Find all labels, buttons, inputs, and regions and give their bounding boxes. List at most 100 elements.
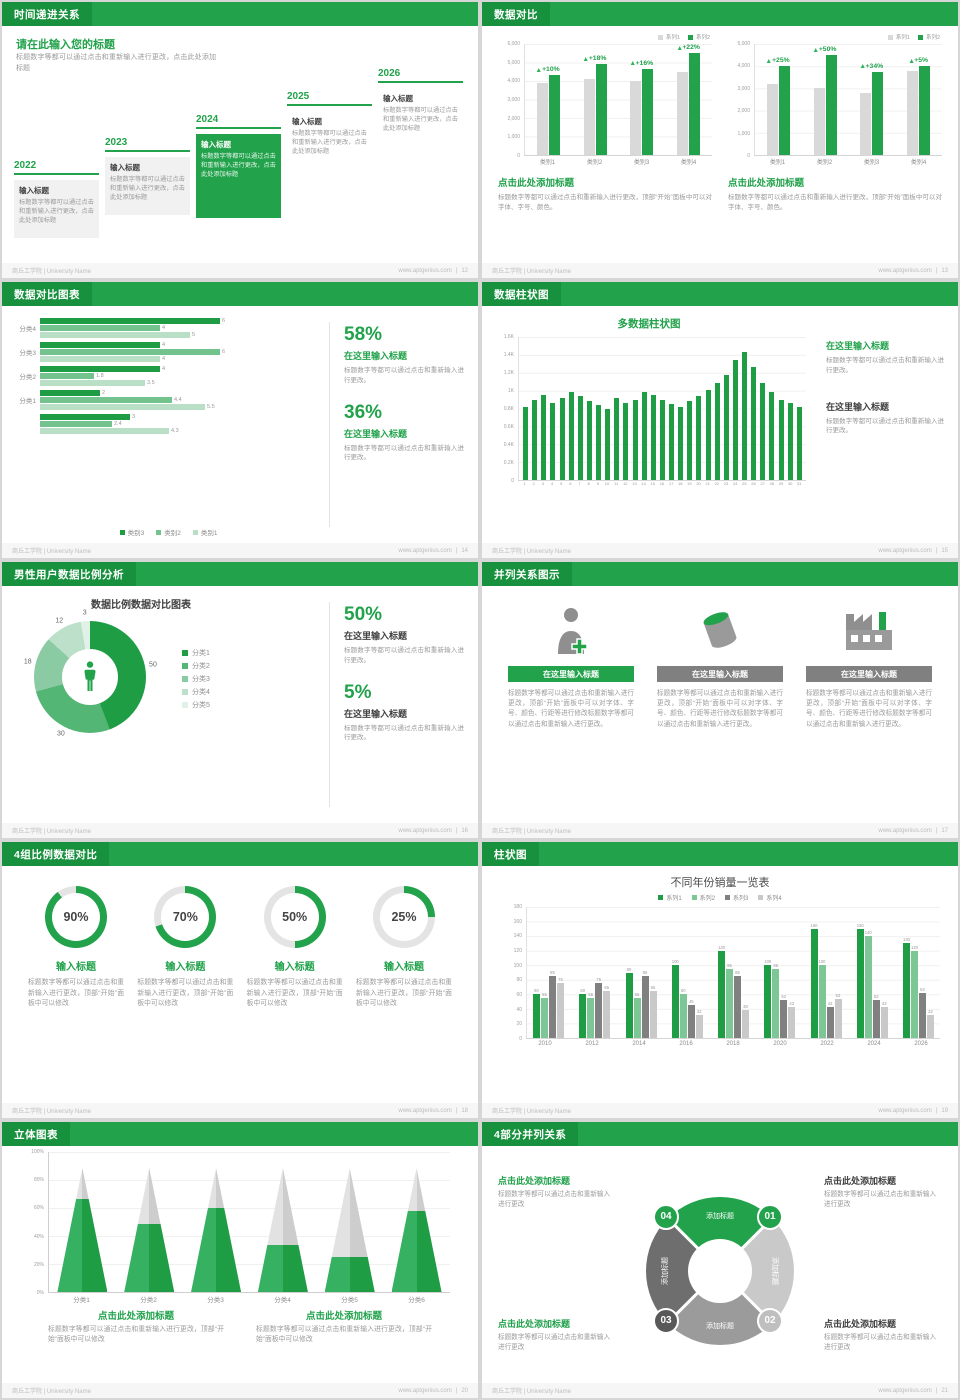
x-axis-labels: 类别1 类别2 类别3 类别4: [524, 156, 712, 166]
slide-four-part-relationship[interactable]: 4部分并列关系 点击此处添加标题 标题数字等都可以通过点击和重新输入进行更改 点…: [482, 1122, 958, 1398]
caption-text: 标题数字等都可以通过点击和重新输入进行更改: [824, 1334, 937, 1352]
slide-data-comparison[interactable]: 数据对比 系列1 系列2 6,000 5,000 4,000 3,000 2,000 1,…: [482, 2, 958, 278]
slide-footer: 商丘工学院 | University Name www.aptgenius.co…: [2, 823, 478, 838]
timeline-year: 2024: [196, 114, 219, 125]
series2-bar: [919, 66, 931, 155]
slide-comparison-chart[interactable]: 数据对比图表 分类4 6 4 5 分类3 4 6 4 分类2 4 1.8 3.5 分类1 2 4.4 5.5 3…: [2, 282, 478, 558]
y-axis-label: 1K: [507, 388, 514, 394]
grouped-bar-chart: 6,000 5,000 4,000 3,000 2,000 1,000 0 +10% +18% +…: [507, 41, 712, 166]
timeline-item: 2022 输入标题 标题数字等都可以通过点击和重新输入进行更改，点击此处添加标题: [14, 160, 99, 238]
legend-swatch: [725, 895, 730, 900]
percent-value: +25%: [772, 57, 790, 65]
y-axis-label: 2,000: [507, 115, 520, 122]
slide-parallel-relationship[interactable]: 并列关系图示 在这里输入标题 标题数字等都可以通过点击和重新输入进行更改，顶部“…: [482, 562, 958, 838]
cone-fill: [257, 1244, 308, 1292]
footer-site: www.aptgenius.com: [398, 1387, 452, 1394]
series2-bar: [548, 75, 560, 155]
number-badge: 03: [653, 1307, 679, 1334]
percent-value: +34%: [865, 62, 884, 70]
value-label: 85: [550, 970, 555, 976]
footer-school: 商丘工学院 | University Name: [492, 1109, 571, 1115]
cone-fill: [124, 1223, 175, 1292]
x-axis-label: 分类4: [274, 1296, 291, 1304]
series1-bar: [907, 70, 919, 155]
bar: [696, 396, 702, 480]
slide-header: 数据柱状图: [482, 282, 958, 306]
y-axis-label: 20%: [33, 1261, 44, 1268]
slide-four-ratio-comparison[interactable]: 4组比例数据对比 90% 输入标题 标题数字等都可以通过点击和重新输入进行更改，…: [2, 842, 478, 1118]
legend-label: 系列2: [695, 35, 710, 41]
plot-area: 5,000 4,000 3,000 2,000 1,000 0 +25% +50% +34% +5…: [737, 41, 942, 159]
percent-value: +18%: [588, 55, 607, 63]
legend-label: 分类1: [192, 650, 210, 657]
slide-male-ratio-analysis[interactable]: 男性用户数据比例分析 数据比例数据对比图表 50 30 18 12 3 分类1 分类2 …: [2, 562, 478, 838]
bar: [659, 399, 665, 480]
slide-bar-chart[interactable]: 柱状图 不同年份销量一览表 系列1 系列2 系列3 系列4 180 160 140 1…: [482, 842, 958, 1118]
legend-item: 系列3: [725, 893, 748, 902]
bar: 55: [541, 992, 548, 1038]
y-axis-label: 20: [516, 1021, 522, 1028]
y-axis-label: 4,000: [737, 63, 750, 70]
caption-block: 点击此处添加标题 标题数字等都可以通过点击和重新输入进行更改: [824, 1317, 942, 1353]
legend-item: 系列2: [917, 33, 940, 41]
percent-value: +5%: [914, 57, 929, 65]
cone-row: [49, 1152, 450, 1292]
x-axis-label: 5: [560, 481, 563, 486]
legend-item: 类别3: [119, 527, 144, 537]
timeline-card-text: 标题数字等都可以通过点击和重新输入进行更改，点击此处添加标题: [201, 153, 276, 178]
y-axis-label: 3,000: [737, 85, 750, 92]
legend-label: 系列3: [733, 896, 749, 902]
footer-right: www.aptgenius.com | 13: [878, 268, 948, 274]
bar-group: 130 120 62 32: [903, 907, 934, 1038]
ring-heading: 输入标题: [165, 962, 206, 973]
value-label: 95: [727, 962, 732, 968]
cone-chart: 100% 80% 60% 40% 20% 0% 分类1 分类2 分类3 分类4 分类5 分类6: [31, 1149, 450, 1304]
slide-time-progression[interactable]: 时间递进关系 请在此输入您的标题 标题数字等都可以通过点击和重新输入进行更改，点…: [2, 2, 478, 278]
bar: 130: [903, 937, 910, 1038]
footer-page-number: 13: [941, 267, 948, 274]
footer-right: www.aptgenius.com | 18: [398, 1108, 468, 1114]
label-button[interactable]: 在这里输入标题: [508, 666, 634, 682]
value-label: 42: [827, 1001, 833, 1007]
stat-heading: 在这里输入标题: [344, 428, 408, 439]
label-button[interactable]: 在这里输入标题: [657, 666, 783, 682]
y-axis-label: 1,000: [737, 130, 750, 137]
bar-stack: 4 1.8 3.5: [40, 366, 165, 386]
value-label: 43: [789, 1000, 795, 1006]
grouped-bar-chart: 5,000 4,000 3,000 2,000 1,000 0 +25% +50% +34% +5…: [737, 41, 942, 166]
y-axis-label: 60%: [33, 1205, 44, 1212]
footer-separator: |: [455, 267, 458, 274]
slide-column-chart[interactable]: 数据柱状图 多数据柱状图 1.6K 1.4K 1.2K 1K 0.8K 0.6K 0.4K 0…: [482, 282, 958, 558]
slide-3d-chart[interactable]: 立体图表 100% 80% 60% 40% 20% 0% 分类1 分类2 分类3 分类4 分类5 分类…: [2, 1122, 478, 1398]
footer-site: www.aptgenius.com: [878, 827, 932, 834]
segment-value-label: 30: [56, 730, 65, 738]
ring-column: 25% 输入标题 标题数字等都可以通过点击和重新输入进行更改，顶部“开始”面板中…: [356, 886, 452, 1103]
legend-swatch: [758, 895, 764, 900]
bar-row: 2.4: [40, 421, 179, 427]
slide-title: 并列关系图示: [482, 562, 572, 586]
timeline-year: 2023: [105, 137, 128, 148]
slide-footer: 商丘工学院 | University Name www.aptgenius.co…: [482, 823, 958, 838]
footer-school: 商丘工学院 | University Name: [492, 1389, 571, 1395]
legend-swatch: [691, 895, 697, 900]
slide-footer: 商丘工学院 | University Name www.aptgenius.co…: [482, 263, 958, 278]
label-button[interactable]: 在这里输入标题: [806, 666, 932, 682]
ring-heading: 输入标题: [56, 962, 96, 973]
slide-title: 立体图表: [2, 1122, 70, 1146]
series2-bar: [689, 53, 701, 155]
bar-group: +16%: [625, 44, 659, 155]
bar-group: +18%: [578, 44, 612, 155]
slide-footer: 商丘工学院 | University Name www.aptgenius.co…: [482, 543, 958, 558]
timeline-year: 2022: [14, 160, 37, 171]
x-axis-label: 18: [678, 481, 683, 486]
bar-group: 90 55 85 65: [625, 907, 657, 1038]
legend-swatch: [917, 34, 923, 40]
x-axis-label: 11: [614, 481, 619, 486]
footer-separator: |: [935, 267, 938, 274]
timeline-chart: 2022 输入标题 标题数字等都可以通过点击和重新输入进行更改，点击此处添加标题 20…: [14, 56, 470, 261]
slide-header: 时间递进关系: [2, 2, 478, 26]
cone: [124, 1168, 175, 1292]
x-axis-label: 分类3: [207, 1296, 224, 1304]
stats-panel: 在这里输入标题 标题数字等都可以通过点击和重新输入进行更改。 在这里输入标题 标…: [812, 306, 958, 543]
bar-row: 4: [40, 356, 225, 362]
